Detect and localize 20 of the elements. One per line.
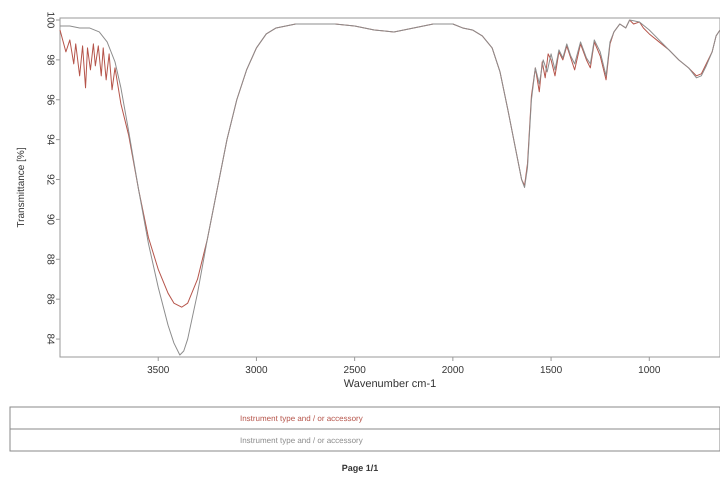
x-tick-label: 2000 [442,365,464,376]
x-tick-label: 2500 [344,365,366,376]
x-tick-label: 1500 [540,365,563,376]
y-tick-label: 94 [44,134,56,146]
x-tick-label: 1000 [638,365,661,376]
y-tick-label: 88 [44,254,56,266]
y-tick-label: 90 [44,214,56,226]
text: Instrument type and / or accessory [240,414,363,423]
text: Instrument type and / or accessory [240,436,363,445]
y-tick-label: 100 [44,12,56,29]
x-tick-label: 3500 [147,365,170,376]
y-tick-label: 96 [44,94,56,106]
y-tick-label: 84 [44,333,56,346]
y-tick-label: 98 [44,54,56,66]
x-axis-title: Wavenumber cm-1 [344,378,436,390]
y-tick-label: 92 [44,174,56,186]
text: Page 1/1 [342,463,378,473]
x-tick-label: 3000 [245,365,268,376]
y-axis-title: Transmittance [%] [16,147,27,228]
y-tick-label: 86 [44,294,56,306]
